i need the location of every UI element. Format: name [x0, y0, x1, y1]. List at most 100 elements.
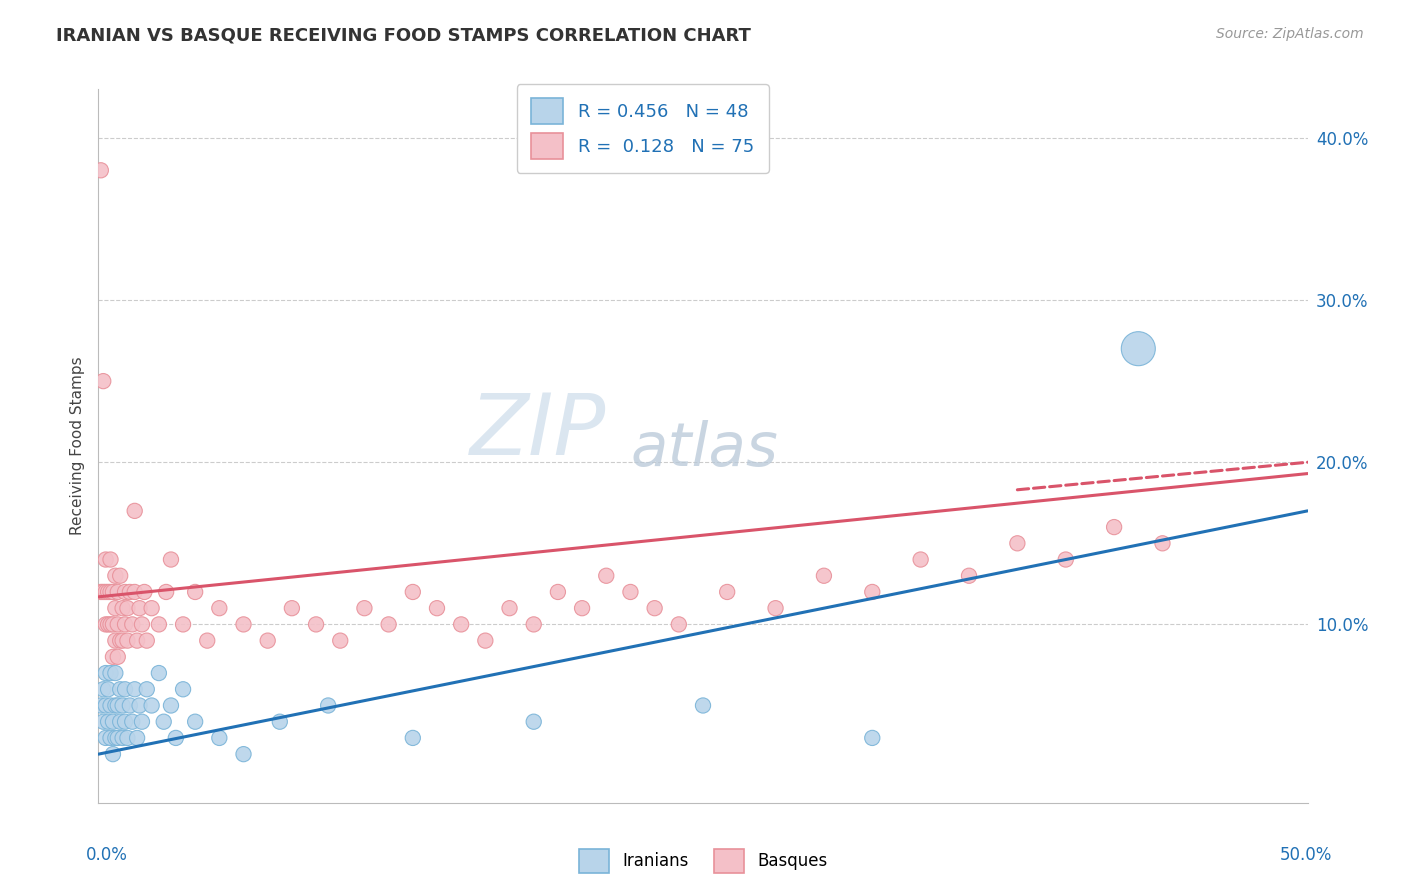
Point [94, 617, 117, 632]
Point [111, 731, 134, 745]
Point [101, 617, 124, 632]
Point [281, 601, 304, 615]
Point [402, 731, 425, 745]
Point [134, 585, 156, 599]
Point [100, 585, 122, 599]
Y-axis label: Receiving Food Stamps: Receiving Food Stamps [69, 357, 84, 535]
Point [91, 682, 114, 697]
Point [148, 666, 170, 681]
Point [160, 552, 183, 566]
Point [155, 585, 177, 599]
Point [765, 601, 787, 615]
Point [208, 731, 231, 745]
Point [127, 731, 149, 745]
Point [108, 633, 131, 648]
Point [619, 585, 641, 599]
Point [117, 731, 139, 745]
Point [118, 585, 141, 599]
Point [131, 617, 153, 632]
Point [316, 698, 339, 713]
Legend: Iranians, Basques: Iranians, Basques [572, 842, 834, 880]
Point [97, 585, 120, 599]
Point [269, 714, 291, 729]
Point [100, 666, 122, 681]
Point [111, 601, 134, 615]
Point [114, 714, 136, 729]
Point [107, 585, 129, 599]
Point [426, 601, 449, 615]
Point [450, 617, 472, 632]
Point [111, 633, 134, 648]
Point [474, 633, 496, 648]
Text: 50.0%: 50.0% [1279, 846, 1331, 863]
Point [172, 682, 194, 697]
Point [172, 617, 194, 632]
Legend: R = 0.456   N = 48, R =  0.128   N = 75: R = 0.456 N = 48, R = 0.128 N = 75 [516, 84, 769, 173]
Point [124, 585, 146, 599]
Point [860, 585, 883, 599]
Point [523, 617, 546, 632]
Point [860, 731, 883, 745]
Point [208, 601, 231, 615]
Point [94, 666, 117, 681]
Point [117, 633, 139, 648]
Point [305, 617, 328, 632]
Point [1128, 342, 1150, 356]
Point [101, 649, 124, 664]
Point [127, 633, 149, 648]
Point [135, 682, 157, 697]
Point [1054, 552, 1077, 566]
Point [124, 682, 146, 697]
Point [716, 585, 738, 599]
Point [90, 163, 112, 178]
Point [571, 601, 593, 615]
Point [232, 617, 254, 632]
Point [97, 682, 120, 697]
Point [353, 601, 375, 615]
Point [104, 601, 127, 615]
Point [108, 714, 131, 729]
Point [104, 666, 127, 681]
Text: atlas: atlas [630, 420, 779, 479]
Point [141, 698, 163, 713]
Point [100, 617, 122, 632]
Point [118, 698, 141, 713]
Point [128, 601, 150, 615]
Point [94, 585, 117, 599]
Point [101, 714, 124, 729]
Point [256, 633, 278, 648]
Point [111, 698, 134, 713]
Point [152, 714, 174, 729]
Point [135, 633, 157, 648]
Point [114, 585, 136, 599]
Point [104, 568, 127, 582]
Point [1102, 520, 1125, 534]
Point [107, 617, 129, 632]
Point [523, 714, 546, 729]
Point [165, 731, 187, 745]
Point [97, 617, 120, 632]
Point [329, 633, 352, 648]
Point [90, 585, 112, 599]
Point [108, 682, 131, 697]
Point [117, 601, 139, 615]
Text: 0.0%: 0.0% [86, 846, 128, 863]
Point [547, 585, 569, 599]
Point [91, 585, 114, 599]
Point [644, 601, 666, 615]
Point [957, 568, 980, 582]
Point [668, 617, 690, 632]
Point [100, 698, 122, 713]
Point [114, 617, 136, 632]
Point [121, 714, 143, 729]
Point [141, 601, 163, 615]
Text: ZIP: ZIP [470, 390, 606, 474]
Point [692, 698, 714, 713]
Point [114, 682, 136, 697]
Point [232, 747, 254, 761]
Point [813, 568, 835, 582]
Point [97, 714, 120, 729]
Point [121, 617, 143, 632]
Text: IRANIAN VS BASQUE RECEIVING FOOD STAMPS CORRELATION CHART: IRANIAN VS BASQUE RECEIVING FOOD STAMPS … [56, 27, 751, 45]
Point [107, 698, 129, 713]
